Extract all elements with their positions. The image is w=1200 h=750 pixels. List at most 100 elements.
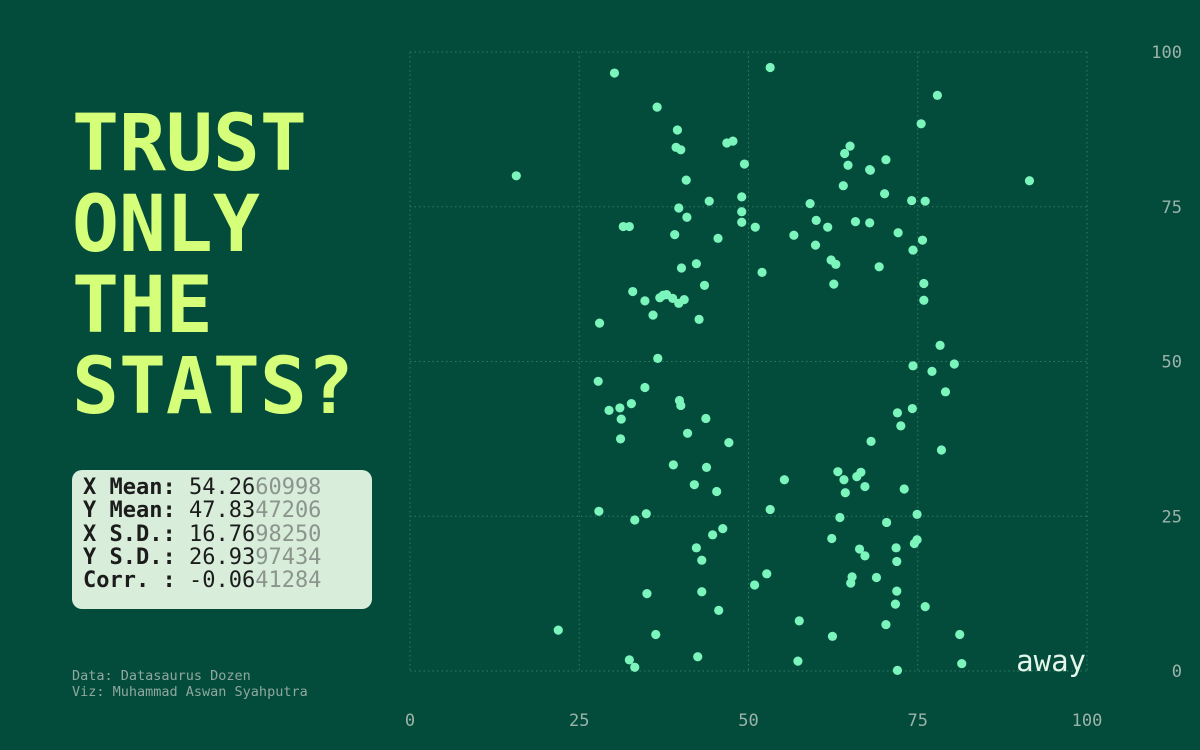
data-point bbox=[737, 192, 747, 202]
data-point bbox=[916, 119, 926, 129]
data-point bbox=[866, 436, 876, 446]
data-point bbox=[676, 145, 686, 155]
data-point bbox=[593, 376, 603, 386]
stat-corr: Corr. : -0.0641284 bbox=[83, 569, 372, 592]
data-point bbox=[699, 280, 710, 290]
data-point bbox=[737, 217, 747, 227]
data-point bbox=[689, 480, 699, 490]
data-point bbox=[871, 572, 882, 583]
data-point bbox=[920, 196, 930, 206]
data-point bbox=[854, 544, 865, 554]
stat-label: X S.D.: bbox=[83, 521, 189, 547]
page-title: TRUST ONLY THE STATS? bbox=[72, 104, 354, 428]
data-point bbox=[652, 102, 662, 112]
x-tick-label: 75 bbox=[908, 711, 928, 731]
title-line: ONLY bbox=[72, 180, 260, 270]
data-point bbox=[757, 267, 767, 277]
data-point bbox=[829, 279, 839, 289]
data-point bbox=[642, 589, 652, 599]
data-point bbox=[701, 462, 712, 472]
data-point bbox=[917, 235, 928, 245]
x-tick-label: 50 bbox=[738, 711, 758, 731]
data-point bbox=[896, 421, 906, 431]
data-point bbox=[860, 481, 870, 492]
data-point bbox=[839, 475, 849, 485]
data-point bbox=[765, 504, 775, 515]
data-point bbox=[899, 484, 909, 494]
data-point bbox=[833, 467, 843, 477]
data-point bbox=[805, 199, 815, 209]
data-point bbox=[838, 181, 848, 191]
data-point bbox=[655, 293, 665, 303]
data-point bbox=[668, 460, 678, 470]
data-source-credit: Data: Datasaurus Dozen bbox=[72, 668, 251, 684]
data-point bbox=[893, 228, 903, 238]
data-point bbox=[831, 259, 841, 269]
data-point bbox=[852, 472, 862, 482]
data-point bbox=[845, 141, 855, 151]
stat-value-bright: 16.76 bbox=[188, 521, 256, 547]
data-point bbox=[881, 155, 891, 165]
data-point bbox=[827, 533, 837, 544]
data-point bbox=[793, 656, 803, 666]
stat-x-mean: X Mean: 54.2660998 bbox=[83, 476, 372, 499]
data-point bbox=[927, 366, 937, 377]
data-point bbox=[718, 524, 728, 534]
data-point bbox=[749, 580, 760, 590]
summary-stats-box: X Mean: 54.2660998 Y Mean: 47.8347206 X … bbox=[72, 470, 372, 609]
data-point bbox=[722, 138, 732, 148]
stat-value-dim: 60998 bbox=[255, 475, 322, 500]
credits: Data: Datasaurus Dozen Viz: Muhammad Asw… bbox=[72, 668, 308, 700]
data-point bbox=[892, 556, 902, 567]
data-point bbox=[615, 403, 625, 413]
data-point bbox=[907, 195, 917, 206]
data-point bbox=[909, 538, 919, 549]
stat-y-sd: Y S.D.: 26.9397434 bbox=[83, 546, 372, 569]
y-axis-ticks: 0 25 50 75 100 bbox=[1151, 43, 1182, 682]
data-point bbox=[919, 295, 929, 305]
data-point bbox=[682, 428, 693, 438]
data-point bbox=[648, 310, 658, 320]
data-point bbox=[737, 207, 747, 217]
data-point bbox=[691, 543, 701, 553]
data-point bbox=[626, 398, 636, 409]
data-point bbox=[908, 245, 918, 255]
data-point bbox=[624, 655, 634, 665]
stat-value-bright: 47.83 bbox=[188, 498, 256, 524]
stat-value-bright: 54.26 bbox=[188, 475, 256, 500]
data-point bbox=[827, 631, 838, 641]
data-point bbox=[840, 148, 850, 159]
y-tick-label: 25 bbox=[1162, 507, 1182, 527]
data-point bbox=[651, 629, 661, 640]
title-line: STATS? bbox=[72, 342, 354, 432]
data-point bbox=[779, 475, 789, 485]
data-point bbox=[653, 353, 663, 364]
stat-value-bright: 26.93 bbox=[188, 544, 256, 570]
data-point bbox=[892, 665, 903, 675]
x-tick-label: 0 bbox=[405, 711, 415, 731]
data-point bbox=[810, 240, 821, 250]
data-point bbox=[874, 262, 884, 272]
data-point bbox=[691, 259, 701, 269]
data-point bbox=[701, 413, 711, 424]
stat-y-mean: Y Mean: 47.8347206 bbox=[83, 499, 372, 522]
data-point bbox=[712, 486, 722, 497]
data-point bbox=[860, 551, 870, 561]
data-point bbox=[935, 340, 945, 351]
data-point bbox=[949, 359, 959, 369]
data-point bbox=[594, 506, 604, 516]
data-point bbox=[604, 405, 614, 416]
data-point bbox=[670, 230, 680, 240]
stat-label: Y Mean: bbox=[83, 498, 189, 524]
stat-value-dim: 47206 bbox=[255, 498, 322, 524]
data-point bbox=[672, 125, 683, 135]
data-point bbox=[640, 382, 650, 393]
stat-label: X Mean: bbox=[83, 475, 189, 500]
stat-value-dim: 97434 bbox=[255, 544, 322, 570]
data-point bbox=[1024, 176, 1035, 186]
data-point bbox=[615, 434, 626, 444]
data-point bbox=[892, 586, 902, 596]
x-tick-label: 25 bbox=[569, 711, 589, 731]
data-point bbox=[843, 160, 853, 170]
